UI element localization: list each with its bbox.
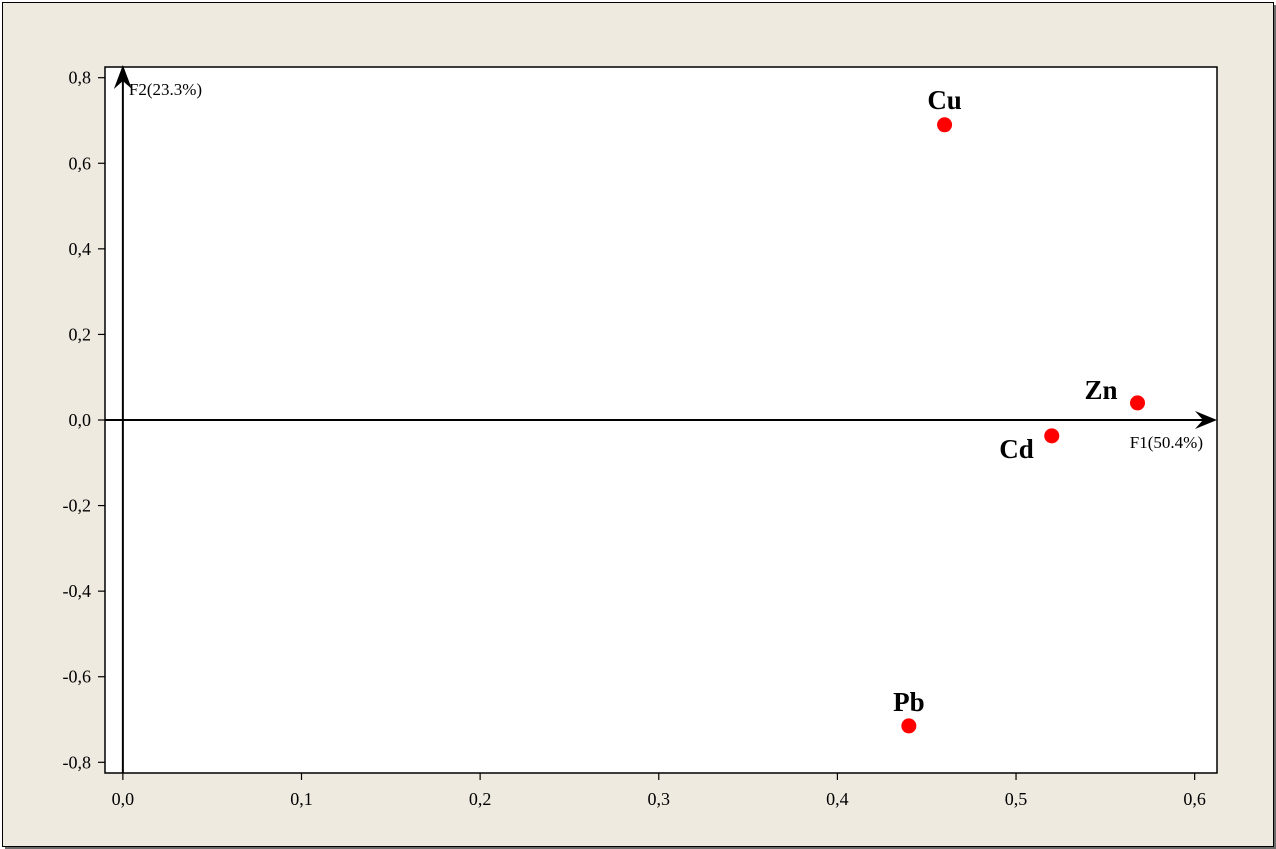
x-tick-label: 0,4 — [826, 789, 849, 809]
y-axis-label: F2(23.3%) — [129, 80, 202, 99]
x-tick-label: 0,2 — [469, 789, 492, 809]
data-points: Cu Zn Cd Pb — [893, 85, 1146, 734]
y-tick-label: 0,8 — [69, 68, 92, 88]
x-tick-label: 0,0 — [112, 789, 135, 809]
y-tick-label: 0,2 — [69, 324, 92, 344]
point-pb — [901, 718, 917, 734]
scatter-chart: 0,0 0,1 0,2 0,3 0,4 0,5 0,6 0,8 0,6 0,4 0,2 0,0 -0,… — [63, 65, 1218, 809]
x-axis-ticks: 0,0 0,1 0,2 0,3 0,4 0,5 0,6 — [112, 773, 1206, 809]
factor-axes — [105, 65, 1217, 773]
y-tick-label: -0,4 — [63, 581, 92, 601]
y-tick-label: 0,4 — [69, 239, 92, 259]
x-tick-label: 0,5 — [1005, 789, 1028, 809]
f1-arrow-icon — [1195, 411, 1217, 429]
point-cu — [937, 117, 953, 133]
y-tick-label: -0,8 — [63, 752, 92, 772]
y-tick-label: -0,6 — [63, 667, 92, 687]
x-tick-label: 0,1 — [290, 789, 313, 809]
y-tick-label: -0,2 — [63, 496, 92, 516]
point-label-zn: Zn — [1084, 375, 1117, 405]
y-tick-label: 0,6 — [69, 153, 92, 173]
point-zn — [1130, 395, 1146, 411]
x-tick-label: 0,3 — [648, 789, 671, 809]
x-axis-label: F1(50.4%) — [1130, 433, 1203, 452]
point-label-cd: Cd — [999, 434, 1034, 464]
y-tick-label: 0,0 — [69, 410, 92, 430]
point-cd — [1044, 428, 1060, 444]
x-tick-label: 0,6 — [1183, 789, 1206, 809]
f2-arrow-icon — [113, 65, 132, 89]
y-axis-ticks: 0,8 0,6 0,4 0,2 0,0 -0,2 -0,4 -0,6 -0,8 — [63, 68, 105, 772]
point-label-cu: Cu — [927, 85, 962, 115]
point-label-pb: Pb — [893, 687, 925, 717]
